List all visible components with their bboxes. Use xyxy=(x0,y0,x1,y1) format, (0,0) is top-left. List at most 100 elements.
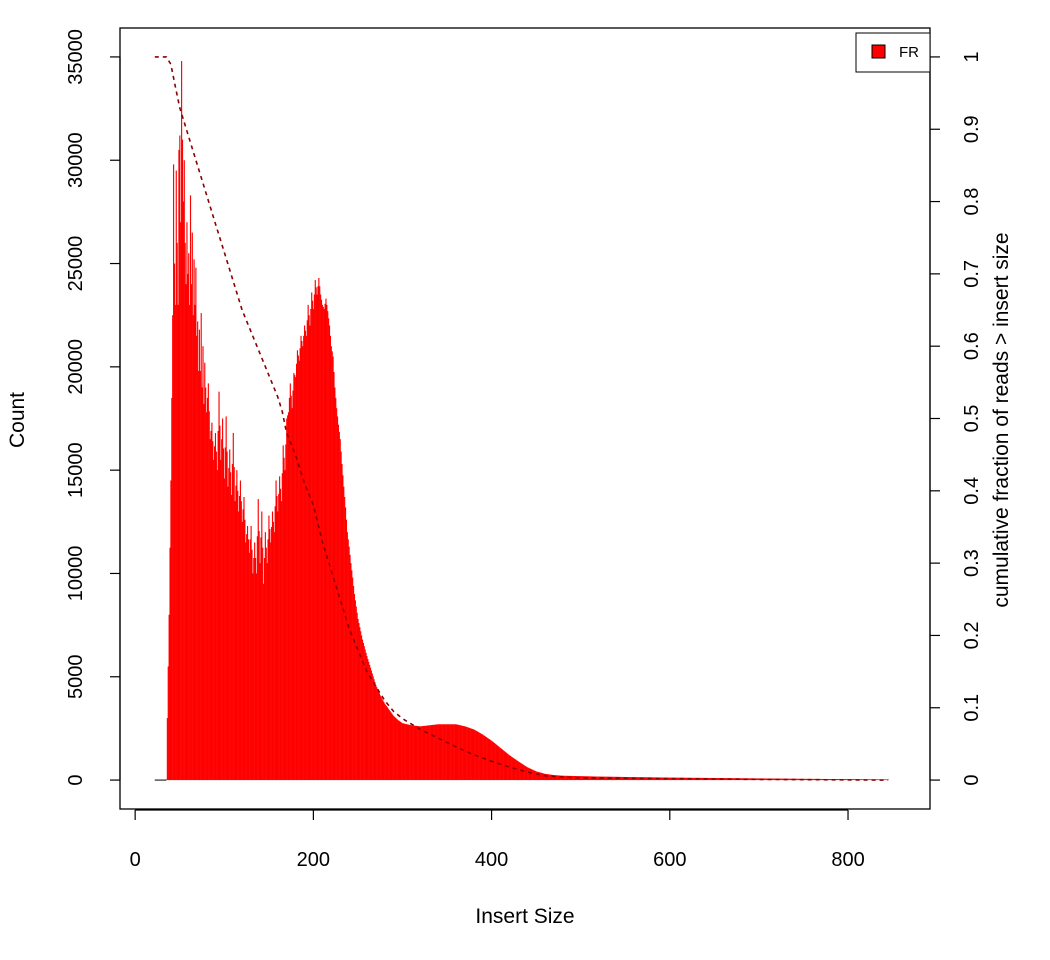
histogram-bar xyxy=(225,416,227,781)
histogram-bar xyxy=(517,761,520,781)
histogram-bar xyxy=(165,779,168,781)
histogram-bar xyxy=(399,721,401,781)
histogram-bar xyxy=(551,774,553,781)
histogram-bar xyxy=(311,292,313,781)
histogram-bar xyxy=(884,779,886,781)
histogram-bar xyxy=(662,777,664,781)
histogram-bar xyxy=(487,738,489,781)
histogram-bar xyxy=(272,521,274,781)
y-tick-label: 10000 xyxy=(65,546,87,602)
histogram-bar xyxy=(213,459,215,781)
histogram-bar xyxy=(178,149,180,781)
histogram-bar xyxy=(827,779,830,781)
histogram-bar xyxy=(410,725,413,781)
histogram-bar xyxy=(187,273,189,781)
histogram-bar xyxy=(451,724,453,781)
histogram-bar xyxy=(219,425,221,781)
histogram-bar xyxy=(445,724,447,781)
histogram-bar xyxy=(552,774,554,781)
histogram-bar xyxy=(511,757,513,781)
histogram-bar xyxy=(612,776,614,781)
histogram-bar xyxy=(366,656,368,781)
histogram-bar xyxy=(613,776,615,781)
histogram-bar xyxy=(332,356,334,781)
histogram-bar xyxy=(459,725,461,781)
histogram-bar xyxy=(276,495,278,781)
histogram-bar xyxy=(389,711,391,781)
histogram-bar xyxy=(885,779,887,781)
histogram-bar xyxy=(526,767,528,781)
histogram-bar xyxy=(614,776,616,781)
histogram-bar xyxy=(859,779,861,781)
histogram-bar xyxy=(604,776,606,781)
histogram-bar xyxy=(606,776,608,781)
histogram-bar xyxy=(401,722,403,781)
histogram-bar xyxy=(500,748,503,781)
histogram-bar xyxy=(741,778,743,781)
histogram-bar xyxy=(527,767,529,781)
histogram-bar xyxy=(388,709,390,781)
histogram-bar xyxy=(249,539,251,781)
histogram-bar xyxy=(781,778,783,781)
histogram-bar xyxy=(588,776,590,781)
histogram-bar xyxy=(474,729,476,781)
histogram-bar xyxy=(268,515,270,781)
legend-box xyxy=(855,32,931,73)
histogram-bar xyxy=(301,341,303,781)
histogram-bar xyxy=(168,614,170,781)
histogram-bar xyxy=(739,778,741,781)
histogram-bar xyxy=(353,594,356,781)
histogram-bar xyxy=(244,519,246,781)
histogram-bar xyxy=(421,726,423,781)
histogram-bar xyxy=(295,377,297,781)
histogram-bar xyxy=(700,777,702,781)
histogram-bar xyxy=(196,335,198,781)
histogram-bar xyxy=(732,778,734,781)
histogram-bar xyxy=(549,774,552,781)
histogram-bar xyxy=(485,737,487,781)
histogram-bar xyxy=(780,778,782,781)
histogram-bar xyxy=(414,725,416,781)
histogram-bar xyxy=(271,511,274,781)
histogram-bar xyxy=(238,511,240,781)
histogram-bar xyxy=(305,335,307,781)
histogram-bar xyxy=(544,773,546,781)
histogram-bar xyxy=(312,308,315,781)
histogram-bar xyxy=(181,61,183,781)
histogram-bar xyxy=(330,346,332,781)
histogram-bar xyxy=(221,439,223,781)
histogram-bar xyxy=(304,325,306,781)
histogram-bar xyxy=(345,507,347,781)
histogram-bar xyxy=(316,294,318,781)
histogram-bar xyxy=(805,778,807,781)
histogram-bar xyxy=(308,315,310,781)
histogram-bar xyxy=(458,724,460,781)
histogram-bar xyxy=(185,284,187,781)
histogram-bar xyxy=(377,689,379,781)
histogram-bar xyxy=(269,529,271,781)
y-tick-label: 20000 xyxy=(65,339,87,395)
histogram-bar xyxy=(683,777,685,781)
histogram-bar xyxy=(333,372,335,781)
histogram-bar xyxy=(323,308,325,781)
histogram-bar xyxy=(471,728,473,781)
histogram-bar xyxy=(533,770,535,781)
histogram-bar xyxy=(423,725,425,781)
histogram-bar xyxy=(334,387,336,781)
histogram-bar xyxy=(490,740,492,781)
histogram-bar xyxy=(191,232,193,781)
histogram-bar xyxy=(515,759,517,781)
histogram-bar xyxy=(348,546,350,781)
histogram-bar xyxy=(182,201,184,781)
histogram-bar xyxy=(758,778,760,781)
histogram-bar xyxy=(771,778,773,781)
histogram-bar xyxy=(413,725,415,781)
histogram-bar xyxy=(370,670,372,781)
x-tick-label: 400 xyxy=(475,849,508,871)
histogram-bar xyxy=(724,778,726,781)
histogram-bar xyxy=(179,135,181,781)
histogram-bar xyxy=(238,495,241,781)
histogram-bar xyxy=(297,355,299,781)
histogram-bar xyxy=(489,739,491,781)
histogram-bar xyxy=(597,776,599,781)
